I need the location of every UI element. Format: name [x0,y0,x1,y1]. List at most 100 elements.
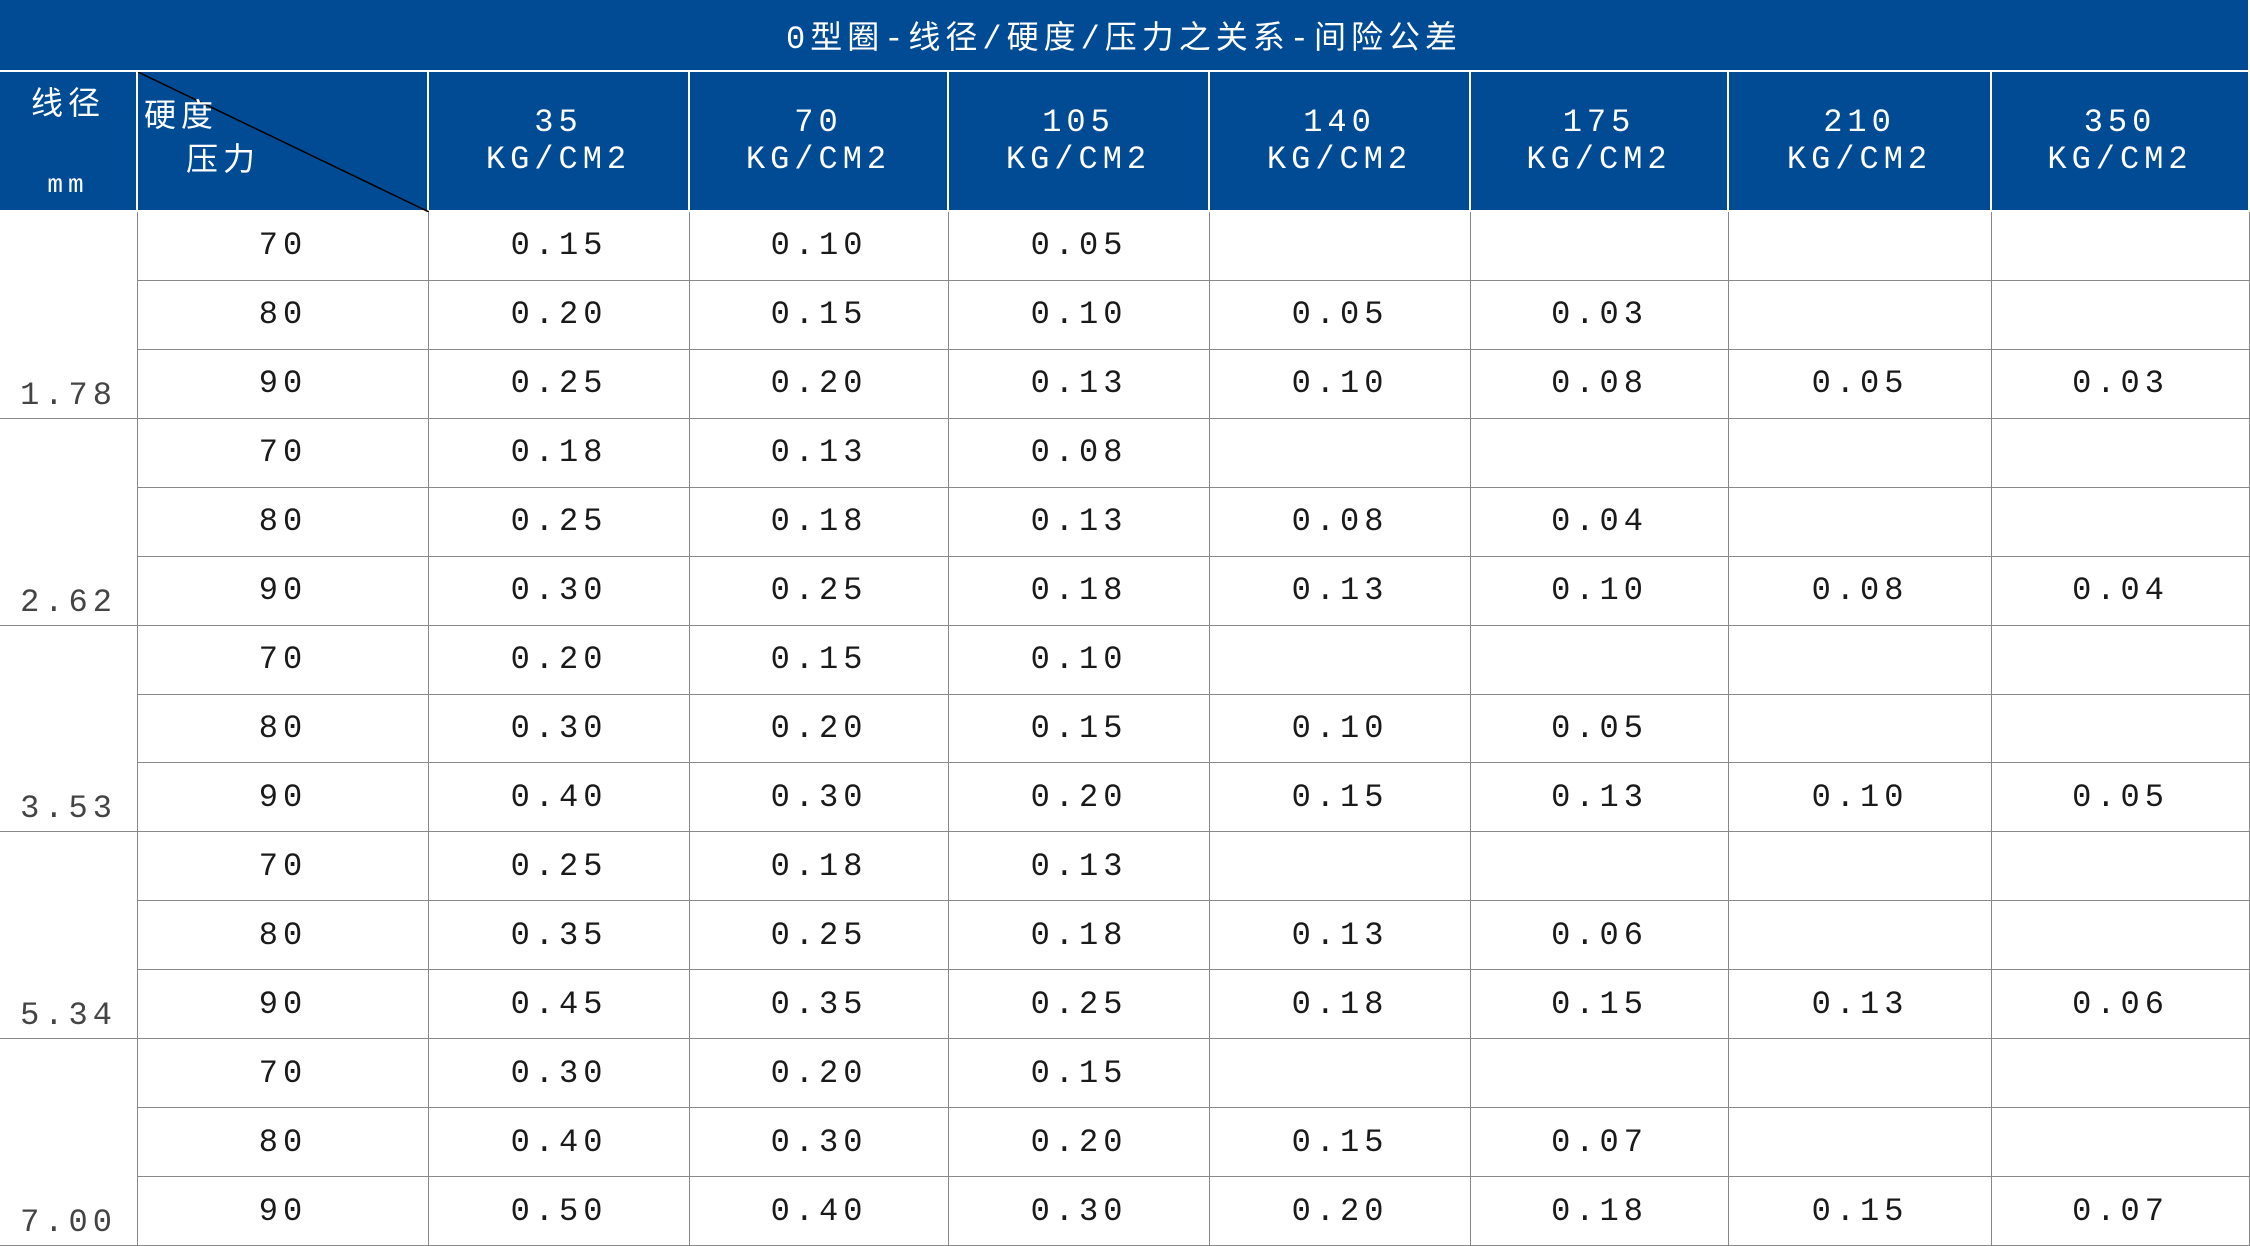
tolerance-cell: 0.13 [949,487,1210,557]
tolerance-value: 0.18 [770,503,868,541]
tolerance-cell: 0.30 [429,556,690,626]
tolerance-cell: 0.40 [429,1108,690,1178]
pressure-header: 35 KG/CM2 [429,72,690,212]
tolerance-cell: 0.18 [1210,970,1471,1040]
pressure-header: 175 KG/CM2 [1471,72,1729,212]
hardness-pressure-header: 硬度 压力 [138,72,429,212]
tolerance-value: 0.35 [770,985,868,1023]
tolerance-cell: 0.10 [1729,763,1992,833]
tolerance-cell: 0.15 [690,625,949,695]
tolerance-value: 0.20 [1030,1123,1128,1161]
pressure-unit: KG/CM2 [485,141,632,178]
tolerance-value: 0.13 [1030,847,1128,885]
tolerance-value: 0.13 [1030,365,1128,403]
tolerance-value: 0.30 [510,572,608,610]
tolerance-cell [1729,1039,1992,1109]
tolerance-value: 0.25 [1030,985,1128,1023]
tolerance-cell [1729,901,1992,971]
hardness-value: 70 [258,1054,308,1092]
diagonal-line [138,72,429,212]
tolerance-cell: 0.15 [1729,1177,1992,1246]
pressure-value: 210 [1823,104,1896,141]
pressure-header: 350 KG/CM2 [1992,72,2250,212]
hardness-cell: 80 [138,694,429,764]
tolerance-cell [1992,418,2250,488]
tolerance-value: 0.06 [1551,916,1648,954]
tolerance-value: 0.05 [1291,296,1389,334]
tolerance-cell: 0.15 [949,694,1210,764]
tolerance-cell: 0.20 [949,763,1210,833]
hardness-cell: 90 [138,349,429,419]
hardness-value: 90 [258,365,308,403]
tolerance-cell: 0.25 [429,349,690,419]
tolerance-value: 0.45 [510,985,608,1023]
tolerance-cell: 0.20 [429,280,690,350]
tolerance-value: 0.20 [510,641,608,679]
tolerance-cell [1729,280,1992,350]
tolerance-value: 0.03 [2072,365,2169,403]
tolerance-cell: 0.10 [690,212,949,281]
hardness-value: 80 [258,296,308,334]
tolerance-cell: 0.06 [1471,901,1729,971]
hardness-value: 80 [258,916,308,954]
tolerance-cell: 0.13 [1729,970,1992,1040]
tolerance-value: 0.35 [510,916,608,954]
tolerance-cell: 0.15 [1210,1108,1471,1178]
tolerance-cell [1992,901,2250,971]
diameter-value: 5.34 [20,997,117,1035]
tolerance-cell [1210,625,1471,695]
tolerance-cell: 0.20 [429,625,690,695]
tolerance-value: 0.18 [1551,1192,1648,1230]
tolerance-cell: 0.20 [690,349,949,419]
pressure-value: 70 [794,104,843,141]
tolerance-value: 0.15 [1551,985,1648,1023]
tolerance-value: 0.20 [770,709,868,747]
diameter-cell: 3.53 [0,625,138,833]
tolerance-cell [1992,1108,2250,1178]
tolerance-value: 0.10 [1811,778,1909,816]
hardness-value: 80 [258,709,308,747]
diameter-label: 线径 [30,87,105,124]
tolerance-cell: 0.06 [1992,970,2250,1040]
tolerance-cell: 0.20 [690,1039,949,1109]
tolerance-cell: 0.40 [690,1177,949,1246]
hardness-value: 90 [258,985,308,1023]
diameter-unit: mm [47,170,89,200]
tolerance-cell [1729,487,1992,557]
tolerance-value: 0.13 [1811,985,1909,1023]
hardness-cell: 70 [138,212,429,281]
tolerance-cell: 0.25 [949,970,1210,1040]
tolerance-value: 0.06 [2072,985,2169,1023]
tolerance-value: 0.20 [770,365,868,403]
diameter-value: 2.62 [20,583,117,621]
tolerance-cell [1471,1039,1729,1109]
tolerance-cell [1210,1039,1471,1109]
title-bar: 0型圈-线径/硬度/压力之关系-间险公差 [0,0,2250,72]
tolerance-cell: 0.13 [949,832,1210,902]
tolerance-value: 0.15 [770,296,868,334]
tolerance-value: 0.13 [1291,916,1389,954]
tolerance-cell: 0.20 [949,1108,1210,1178]
tolerance-value: 0.15 [510,227,608,265]
tolerance-cell: 0.13 [690,418,949,488]
pressure-value: 140 [1303,104,1376,141]
tolerance-cell: 0.30 [429,694,690,764]
pressure-header: 210 KG/CM2 [1729,72,1992,212]
tolerance-cell: 0.30 [690,763,949,833]
pressure-unit: KG/CM2 [1786,141,1933,178]
hardness-cell: 80 [138,901,429,971]
tolerance-cell: 0.18 [690,832,949,902]
tolerance-cell: 0.10 [1471,556,1729,626]
tolerance-value: 0.15 [1811,1192,1909,1230]
tolerance-value: 0.04 [1551,503,1648,541]
tolerance-value: 0.40 [510,1123,608,1161]
tolerance-value: 0.20 [770,1054,868,1092]
tolerance-value: 0.05 [1030,227,1128,265]
tolerance-value: 0.13 [1551,778,1648,816]
hardness-cell: 80 [138,487,429,557]
tolerance-cell [1210,832,1471,902]
tolerance-cell [1729,832,1992,902]
tolerance-cell: 0.15 [1210,763,1471,833]
tolerance-cell [1471,832,1729,902]
tolerance-value: 0.05 [1811,365,1909,403]
